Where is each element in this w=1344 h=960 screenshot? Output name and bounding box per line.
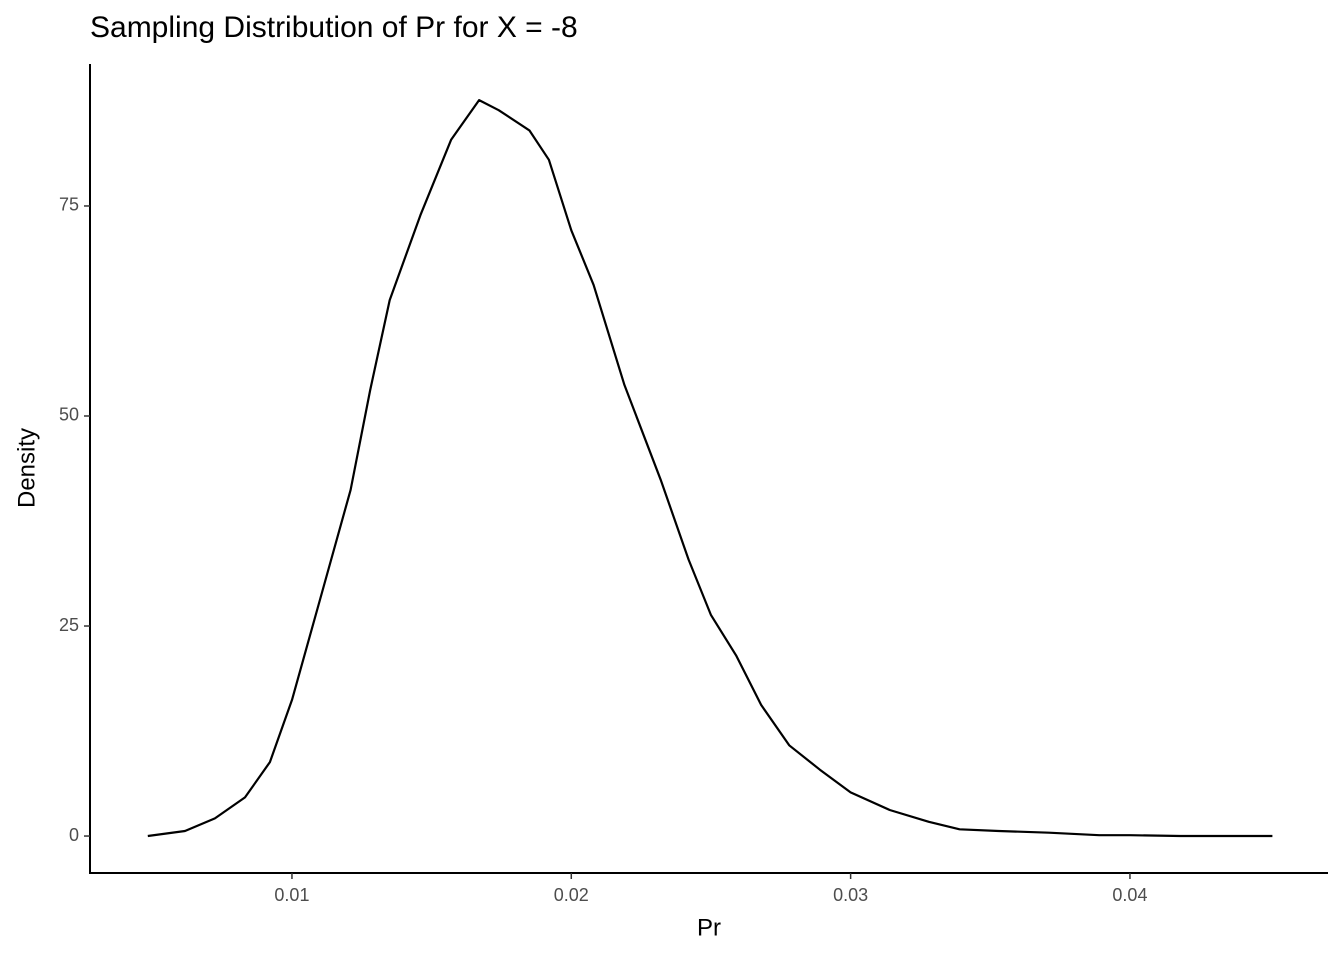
y-axis-title: Density [13,428,40,508]
y-tick-label: 50 [59,405,79,425]
density-line [147,99,1273,838]
x-axis-title: Pr [697,914,721,941]
chart-title: Sampling Distribution of Pr for X = -8 [90,11,578,44]
y-tick-label: 25 [59,615,79,635]
x-tick-label: 0.02 [554,885,589,905]
x-tick-label: 0.04 [1112,885,1147,905]
y-tick-label: 75 [59,195,79,215]
y-tick-label: 0 [69,825,79,845]
x-tick-label: 0.01 [274,885,309,905]
x-tick-label: 0.03 [833,885,868,905]
